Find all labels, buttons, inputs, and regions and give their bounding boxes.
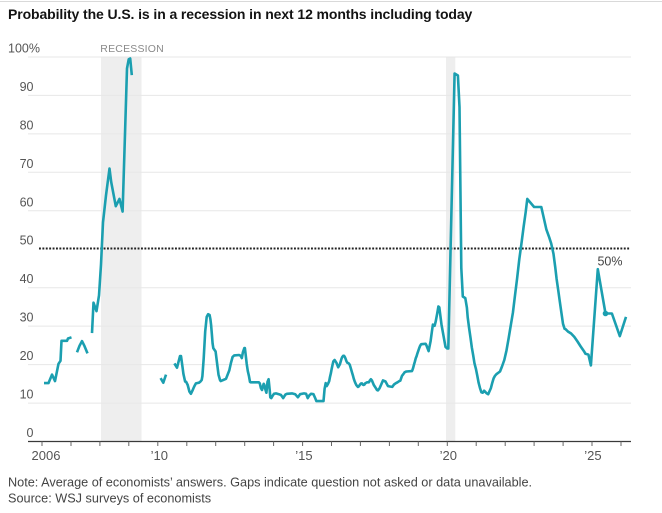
- svg-text:0: 0: [27, 426, 34, 440]
- svg-text:90: 90: [20, 80, 34, 94]
- svg-text:60: 60: [20, 195, 34, 209]
- svg-text:’25: ’25: [584, 448, 601, 463]
- svg-text:50%: 50%: [597, 255, 622, 269]
- svg-text:20: 20: [20, 349, 34, 363]
- svg-text:’10: ’10: [151, 448, 168, 463]
- svg-text:30: 30: [20, 311, 34, 325]
- svg-text:Note: Average of economists’ a: Note: Average of economists’ answers. Ga…: [8, 476, 532, 490]
- svg-text:70: 70: [20, 157, 34, 171]
- svg-text:100%: 100%: [8, 42, 40, 56]
- svg-text:’20: ’20: [440, 448, 457, 463]
- svg-text:50: 50: [20, 234, 34, 248]
- svg-text:Source: WSJ surveys of economi: Source: WSJ surveys of economists: [8, 492, 211, 506]
- svg-text:40: 40: [20, 272, 34, 286]
- svg-text:’15: ’15: [295, 448, 312, 463]
- svg-text:10: 10: [20, 388, 34, 402]
- svg-text:2006: 2006: [32, 448, 61, 463]
- svg-text:RECESSION: RECESSION: [100, 43, 164, 55]
- svg-text:80: 80: [20, 118, 34, 132]
